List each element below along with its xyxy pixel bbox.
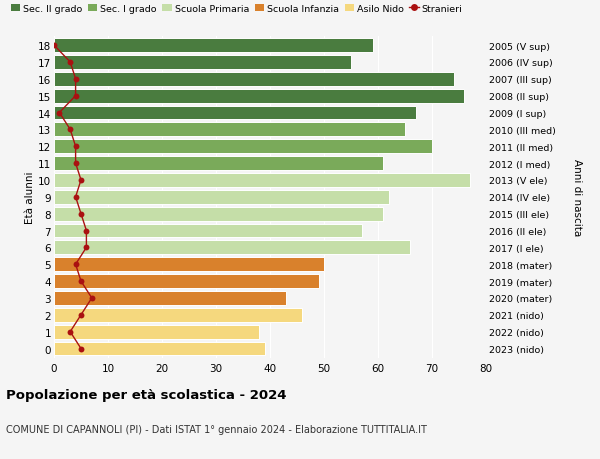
Bar bbox=[54, 123, 405, 137]
Point bbox=[76, 345, 86, 353]
Point bbox=[71, 76, 80, 83]
Point bbox=[65, 328, 75, 336]
Point bbox=[82, 244, 91, 252]
Point bbox=[87, 295, 97, 302]
Point bbox=[55, 110, 64, 117]
Point bbox=[65, 59, 75, 67]
Bar bbox=[54, 241, 410, 255]
Text: COMUNE DI CAPANNOLI (PI) - Dati ISTAT 1° gennaio 2024 - Elaborazione TUTTITALIA.: COMUNE DI CAPANNOLI (PI) - Dati ISTAT 1°… bbox=[6, 425, 427, 435]
Point bbox=[76, 278, 86, 285]
Bar bbox=[54, 39, 373, 53]
Bar bbox=[54, 342, 265, 356]
Bar bbox=[54, 274, 319, 288]
Bar bbox=[54, 106, 416, 120]
Bar bbox=[54, 308, 302, 322]
Point bbox=[71, 143, 80, 151]
Bar bbox=[54, 291, 286, 305]
Point bbox=[82, 227, 91, 235]
Bar bbox=[54, 258, 324, 272]
Legend: Sec. II grado, Sec. I grado, Scuola Primaria, Scuola Infanzia, Asilo Nido, Stran: Sec. II grado, Sec. I grado, Scuola Prim… bbox=[11, 5, 463, 14]
Point bbox=[71, 160, 80, 168]
Bar bbox=[54, 325, 259, 339]
Point bbox=[65, 126, 75, 134]
Bar bbox=[54, 174, 470, 187]
Point bbox=[49, 42, 59, 50]
Bar bbox=[54, 90, 464, 103]
Bar bbox=[54, 140, 432, 154]
Bar bbox=[54, 73, 454, 86]
Bar bbox=[54, 224, 362, 238]
Y-axis label: Età alunni: Età alunni bbox=[25, 171, 35, 224]
Point bbox=[71, 194, 80, 201]
Bar bbox=[54, 207, 383, 221]
Point bbox=[71, 261, 80, 269]
Point bbox=[76, 211, 86, 218]
Bar bbox=[54, 56, 351, 70]
Point bbox=[71, 93, 80, 100]
Bar bbox=[54, 190, 389, 204]
Point bbox=[76, 177, 86, 184]
Point bbox=[76, 312, 86, 319]
Text: Popolazione per età scolastica - 2024: Popolazione per età scolastica - 2024 bbox=[6, 388, 287, 401]
Bar bbox=[54, 157, 383, 171]
Y-axis label: Anni di nascita: Anni di nascita bbox=[572, 159, 583, 236]
